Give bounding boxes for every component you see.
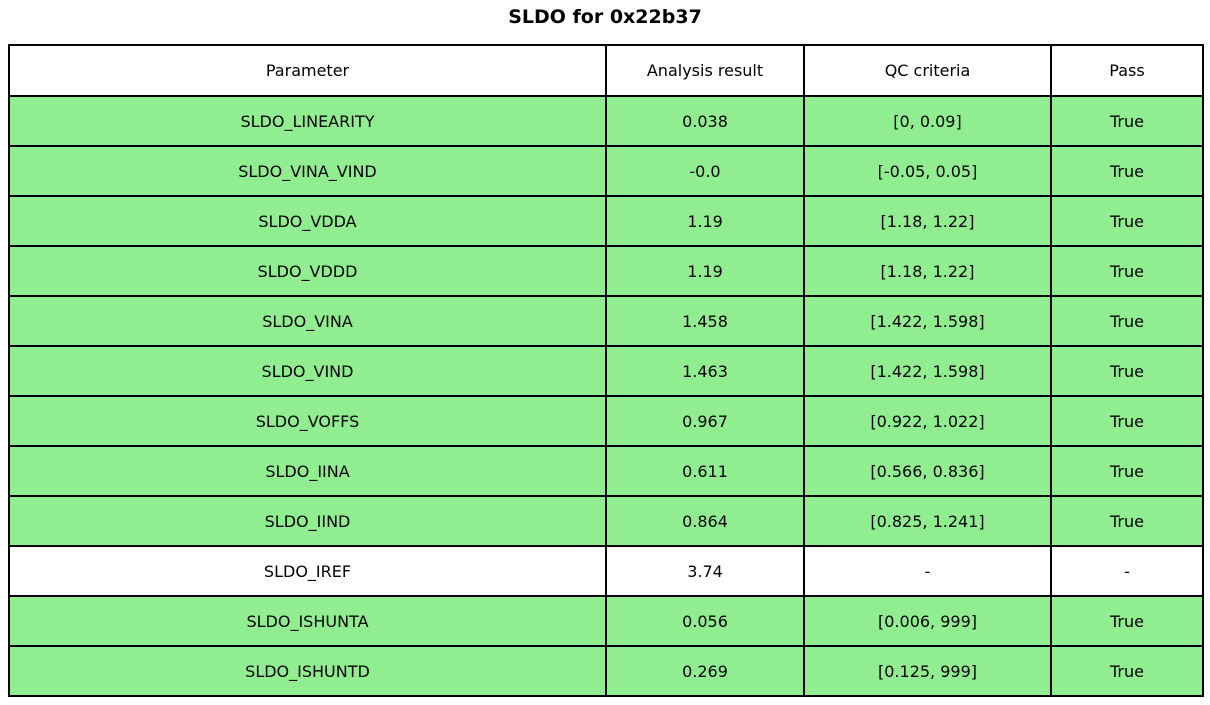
pass-cell: True — [1050, 245, 1204, 297]
analysis-result-cell: 0.056 — [605, 595, 805, 647]
page-title: SLDO for 0x22b37 — [508, 6, 702, 28]
table-row: SLDO_VIND 1.463 [1.422, 1.598] True — [8, 345, 1204, 397]
pass-cell: True — [1050, 95, 1204, 147]
table-row: SLDO_IINA 0.611 [0.566, 0.836] True — [8, 445, 1204, 497]
table-row: SLDO_VDDD 1.19 [1.18, 1.22] True — [8, 245, 1204, 297]
analysis-result-cell: 0.611 — [605, 445, 805, 497]
analysis-result-cell: 0.864 — [605, 495, 805, 547]
qc-criteria-cell: [1.422, 1.598] — [803, 345, 1052, 397]
qc-criteria-cell: [1.18, 1.22] — [803, 195, 1052, 247]
analysis-result-cell: 0.269 — [605, 645, 805, 697]
table-header: Parameter Analysis result QC criteria Pa… — [8, 44, 1204, 97]
column-header-pass: Pass — [1050, 44, 1204, 97]
table-row: SLDO_IIND 0.864 [0.825, 1.241] True — [8, 495, 1204, 547]
parameter-cell: SLDO_IIND — [8, 495, 607, 547]
analysis-result-cell: 1.463 — [605, 345, 805, 397]
parameter-cell: SLDO_VDDD — [8, 245, 607, 297]
qc-criteria-cell: [-0.05, 0.05] — [803, 145, 1052, 197]
qc-criteria-cell: [0.006, 999] — [803, 595, 1052, 647]
table-row: SLDO_LINEARITY 0.038 [0, 0.09] True — [8, 95, 1204, 147]
table-row: SLDO_ISHUNTA 0.056 [0.006, 999] True — [8, 595, 1204, 647]
column-header-qc-criteria: QC criteria — [803, 44, 1052, 97]
analysis-result-cell: 1.458 — [605, 295, 805, 347]
table-body: SLDO_LINEARITY 0.038 [0, 0.09] True SLDO… — [8, 95, 1204, 697]
pass-cell: True — [1050, 395, 1204, 447]
table-row: SLDO_ISHUNTD 0.269 [0.125, 999] True — [8, 645, 1204, 697]
parameter-cell: SLDO_LINEARITY — [8, 95, 607, 147]
table-row: SLDO_VDDA 1.19 [1.18, 1.22] True — [8, 195, 1204, 247]
qc-criteria-cell: [1.18, 1.22] — [803, 245, 1052, 297]
qc-criteria-cell: [0.566, 0.836] — [803, 445, 1052, 497]
analysis-result-cell: 1.19 — [605, 245, 805, 297]
parameter-cell: SLDO_ISHUNTD — [8, 645, 607, 697]
pass-cell: True — [1050, 495, 1204, 547]
pass-cell: - — [1050, 545, 1204, 597]
parameter-cell: SLDO_ISHUNTA — [8, 595, 607, 647]
column-header-analysis-result: Analysis result — [605, 44, 805, 97]
pass-cell: True — [1050, 145, 1204, 197]
pass-cell: True — [1050, 445, 1204, 497]
table-row: SLDO_IREF 3.74 - - — [8, 545, 1204, 597]
pass-cell: True — [1050, 295, 1204, 347]
qc-results-table: Parameter Analysis result QC criteria Pa… — [8, 44, 1204, 697]
column-header-parameter: Parameter — [8, 44, 607, 97]
parameter-cell: SLDO_VOFFS — [8, 395, 607, 447]
parameter-cell: SLDO_IREF — [8, 545, 607, 597]
pass-cell: True — [1050, 595, 1204, 647]
table-row: SLDO_VINA_VIND -0.0 [-0.05, 0.05] True — [8, 145, 1204, 197]
qc-criteria-cell: [0.825, 1.241] — [803, 495, 1052, 547]
analysis-result-cell: -0.0 — [605, 145, 805, 197]
parameter-cell: SLDO_VIND — [8, 345, 607, 397]
parameter-cell: SLDO_VINA_VIND — [8, 145, 607, 197]
parameter-cell: SLDO_VINA — [8, 295, 607, 347]
table-row: SLDO_VINA 1.458 [1.422, 1.598] True — [8, 295, 1204, 347]
qc-criteria-cell: [1.422, 1.598] — [803, 295, 1052, 347]
parameter-cell: SLDO_IINA — [8, 445, 607, 497]
qc-criteria-cell: [0, 0.09] — [803, 95, 1052, 147]
parameter-cell: SLDO_VDDA — [8, 195, 607, 247]
pass-cell: True — [1050, 345, 1204, 397]
pass-cell: True — [1050, 645, 1204, 697]
header-row: Parameter Analysis result QC criteria Pa… — [8, 44, 1204, 97]
qc-criteria-cell: [0.922, 1.022] — [803, 395, 1052, 447]
analysis-result-cell: 3.74 — [605, 545, 805, 597]
analysis-result-cell: 1.19 — [605, 195, 805, 247]
table-row: SLDO_VOFFS 0.967 [0.922, 1.022] True — [8, 395, 1204, 447]
analysis-result-cell: 0.038 — [605, 95, 805, 147]
qc-criteria-cell: - — [803, 545, 1052, 597]
analysis-result-cell: 0.967 — [605, 395, 805, 447]
qc-criteria-cell: [0.125, 999] — [803, 645, 1052, 697]
pass-cell: True — [1050, 195, 1204, 247]
